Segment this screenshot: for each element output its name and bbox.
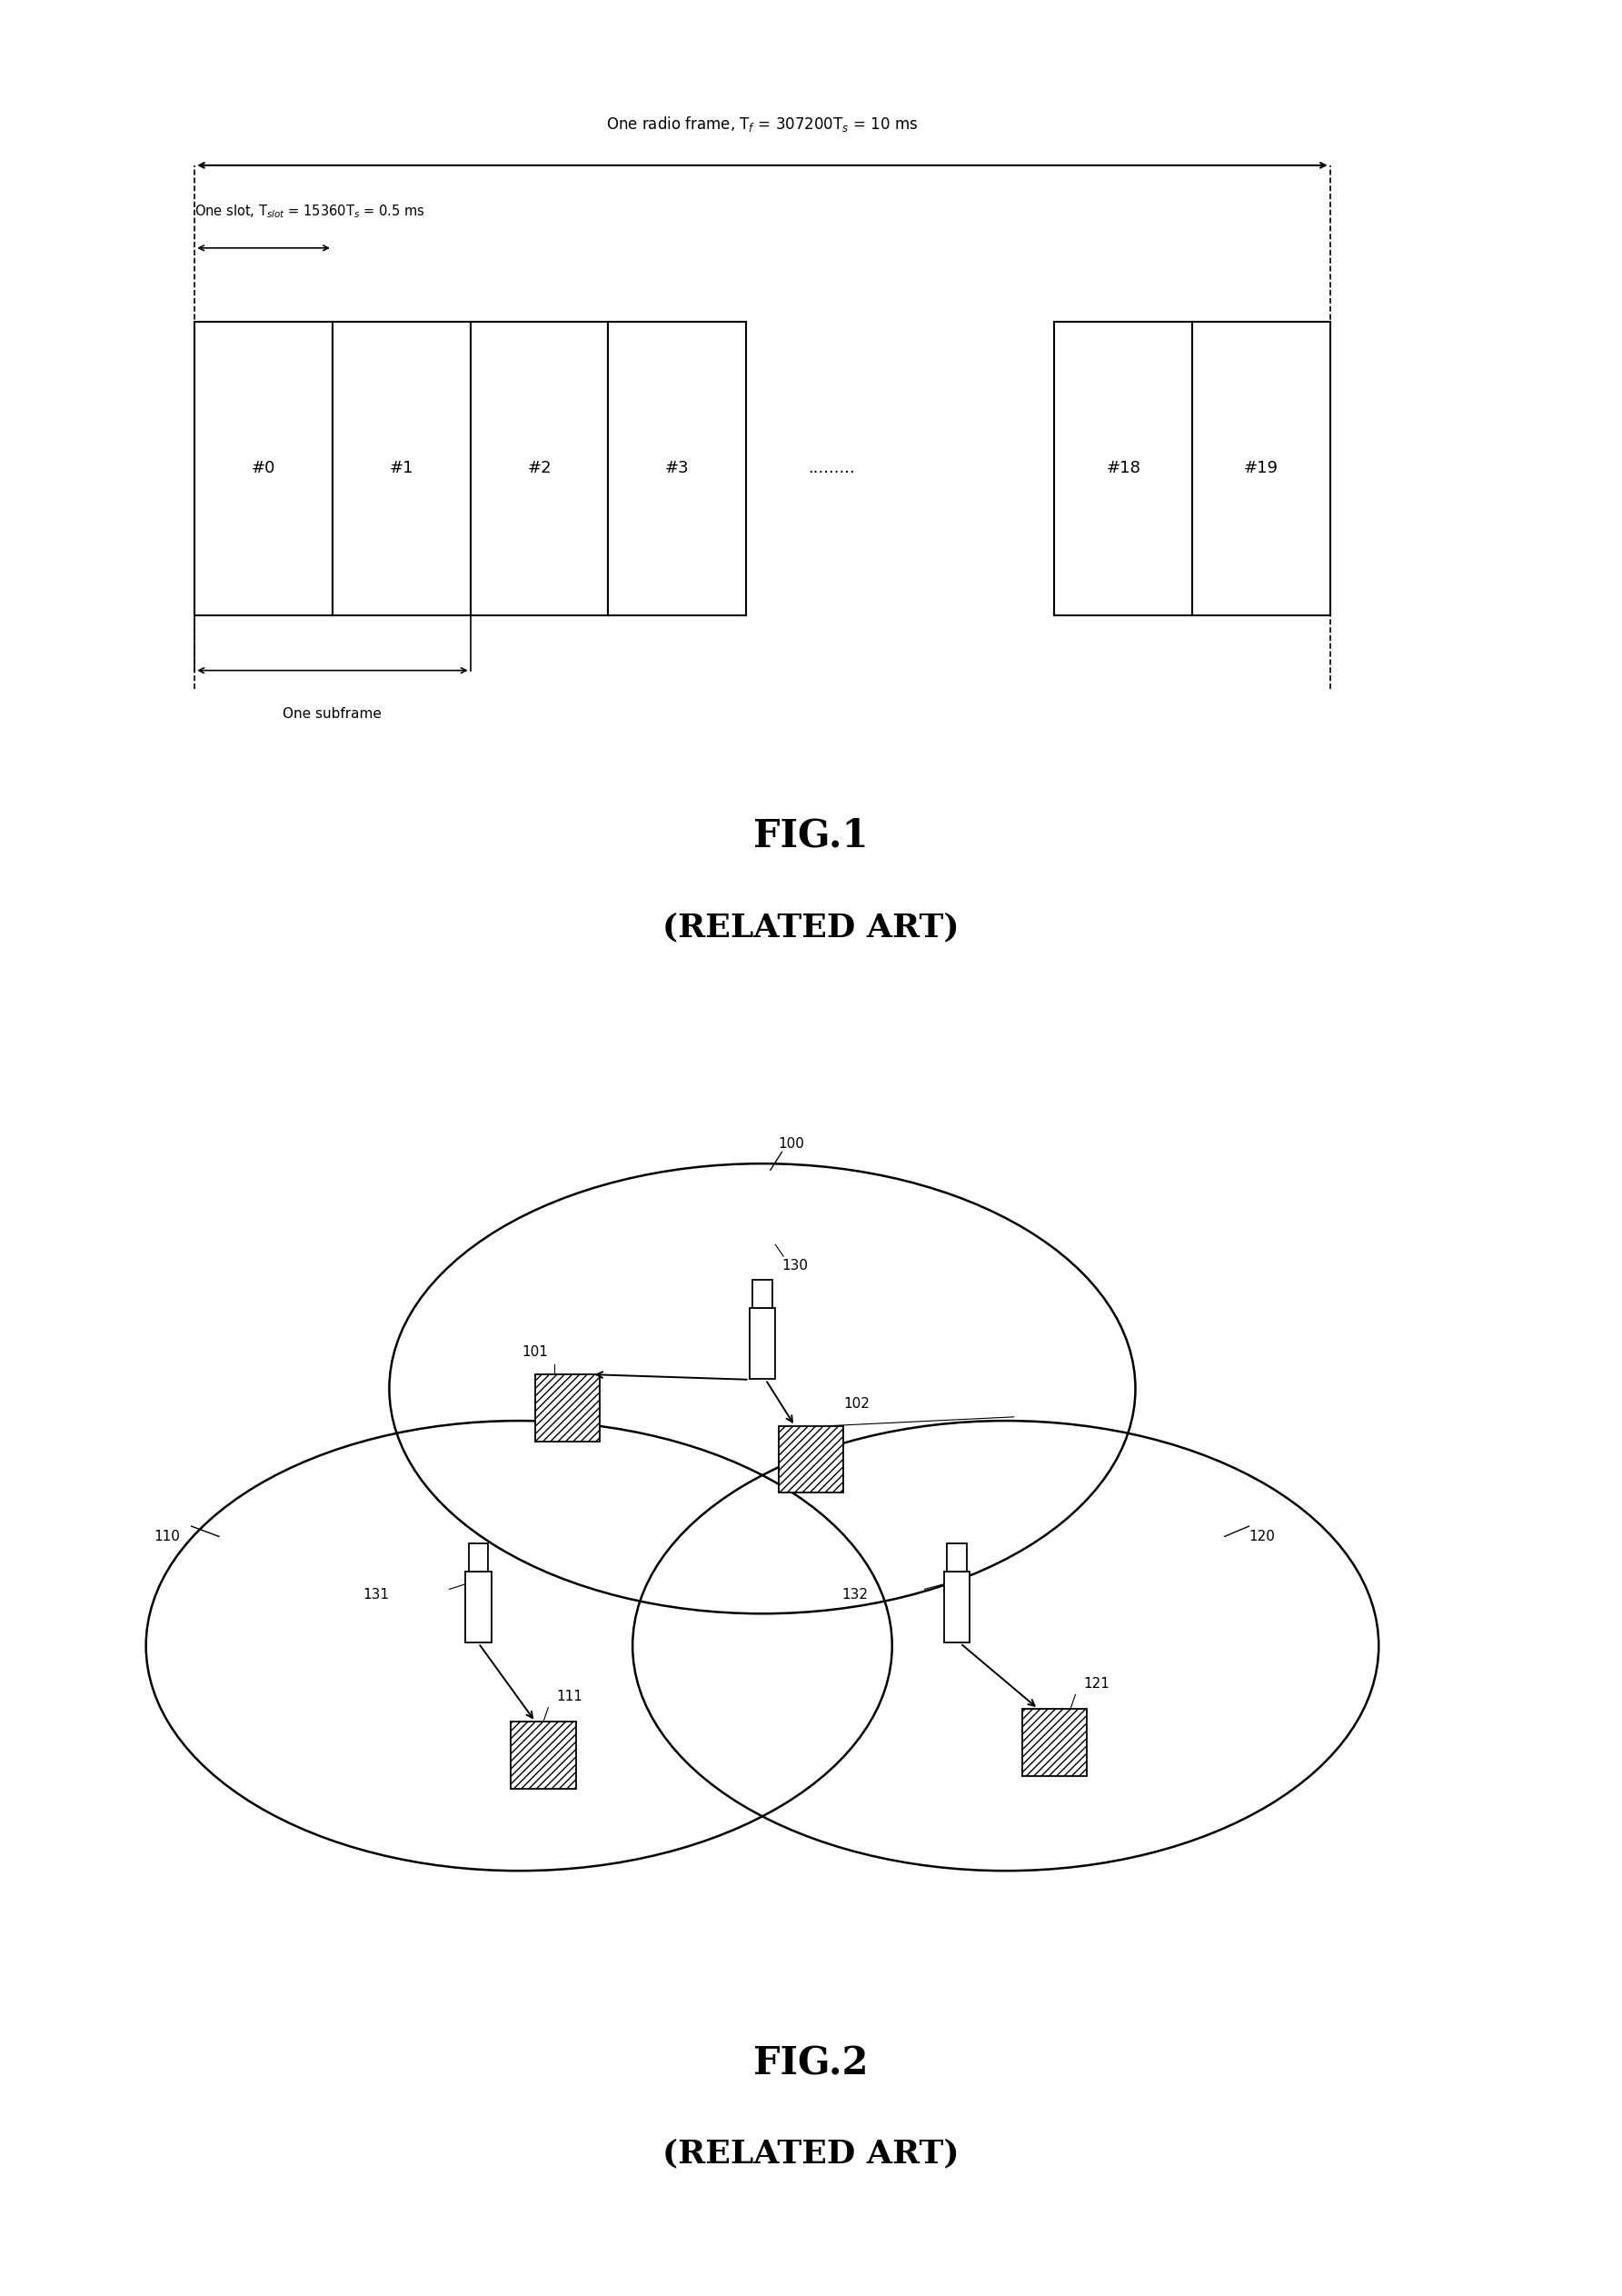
Bar xyxy=(779,1426,843,1492)
Text: 102: 102 xyxy=(843,1396,869,1410)
FancyBboxPatch shape xyxy=(195,321,333,615)
FancyBboxPatch shape xyxy=(1192,321,1330,615)
Bar xyxy=(466,1573,491,1642)
Text: FIG.1: FIG.1 xyxy=(754,817,868,854)
Bar xyxy=(947,1543,967,1573)
Text: 101: 101 xyxy=(522,1345,548,1359)
Bar xyxy=(535,1375,600,1442)
Text: #19: #19 xyxy=(1244,459,1278,478)
FancyBboxPatch shape xyxy=(333,321,470,615)
Text: .........: ......... xyxy=(808,459,855,478)
Bar xyxy=(944,1573,970,1642)
Text: 130: 130 xyxy=(782,1258,808,1272)
Bar xyxy=(753,1279,772,1309)
FancyBboxPatch shape xyxy=(608,321,746,615)
Text: 131: 131 xyxy=(363,1587,389,1600)
Text: #18: #18 xyxy=(1106,459,1140,478)
Text: One subframe: One subframe xyxy=(284,707,381,721)
Bar xyxy=(1022,1708,1087,1775)
Bar xyxy=(511,1722,576,1789)
Text: 100: 100 xyxy=(779,1137,805,1150)
Text: #2: #2 xyxy=(527,459,551,478)
Text: (RELATED ART): (RELATED ART) xyxy=(663,2138,959,2170)
Text: 111: 111 xyxy=(556,1690,582,1704)
Bar xyxy=(469,1543,488,1573)
FancyBboxPatch shape xyxy=(470,321,608,615)
Text: One slot, T$_{slot}$ = 15360T$_s$ = 0.5 ms: One slot, T$_{slot}$ = 15360T$_s$ = 0.5 … xyxy=(195,204,425,220)
Text: 121: 121 xyxy=(1083,1676,1109,1690)
Text: #3: #3 xyxy=(665,459,689,478)
Text: One radio frame, T$_f$ = 307200T$_s$ = 10 ms: One radio frame, T$_f$ = 307200T$_s$ = 1… xyxy=(607,115,918,133)
Text: 120: 120 xyxy=(1249,1529,1275,1543)
Text: #1: #1 xyxy=(389,459,414,478)
Text: FIG.2: FIG.2 xyxy=(754,2043,868,2082)
Text: (RELATED ART): (RELATED ART) xyxy=(663,912,959,944)
Text: 110: 110 xyxy=(154,1529,180,1543)
FancyBboxPatch shape xyxy=(1054,321,1192,615)
Bar xyxy=(749,1309,775,1380)
Text: #0: #0 xyxy=(251,459,276,478)
Text: 132: 132 xyxy=(842,1587,868,1600)
